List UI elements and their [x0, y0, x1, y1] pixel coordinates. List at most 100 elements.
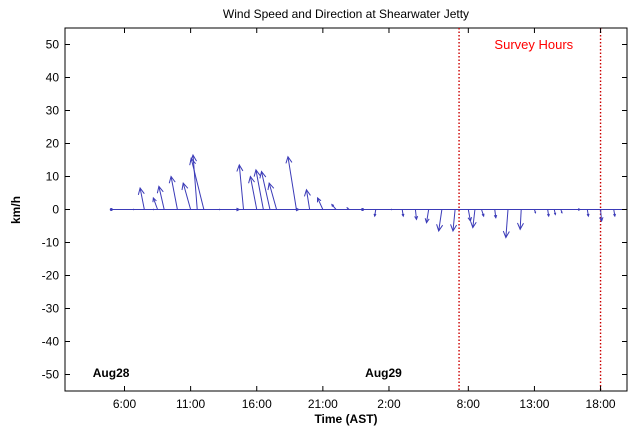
x-tick-label: 16:00 — [242, 397, 272, 411]
y-tick-label: -30 — [42, 302, 60, 316]
vector-shaft — [481, 209, 485, 217]
date-label-aug28: Aug28 — [93, 366, 130, 380]
wind-vector — [546, 209, 550, 218]
wind-vector — [401, 209, 405, 218]
vector-head — [390, 208, 394, 211]
vector-shaft — [170, 176, 178, 210]
wind-vector — [331, 203, 337, 210]
vector-shaft — [268, 182, 278, 210]
wind-vector — [361, 208, 365, 211]
vector-head — [267, 181, 275, 191]
wind-vector — [303, 188, 311, 210]
wind-vector — [346, 207, 350, 210]
vector-head — [316, 196, 322, 203]
wind-vector — [285, 155, 297, 210]
vector-head — [481, 213, 485, 218]
wind-vector — [267, 181, 278, 210]
wind-vector — [533, 209, 537, 214]
wind-vector — [109, 208, 114, 211]
vector-shaft — [494, 209, 497, 218]
wind-vector — [152, 196, 159, 210]
wind-vector — [481, 209, 485, 218]
wind-vector — [168, 175, 178, 210]
x-tick-label: 18:00 — [586, 397, 616, 411]
vector-shaft — [519, 209, 522, 230]
survey-hours-layer — [458, 28, 602, 391]
wind-vector — [131, 208, 136, 211]
vector-shaft — [238, 164, 245, 210]
x-tick-label: 11:00 — [176, 397, 205, 411]
y-tick-label: -10 — [42, 236, 60, 250]
wind-vector — [217, 208, 222, 211]
wind-vector — [493, 209, 498, 219]
vector-head — [181, 181, 189, 191]
vector-dot — [109, 208, 113, 211]
vector-head — [168, 175, 176, 184]
vector-head — [253, 168, 261, 177]
vector-head — [285, 155, 293, 164]
vector-shaft — [305, 189, 311, 210]
vector-head — [259, 170, 267, 179]
wind-vector — [248, 175, 258, 210]
wind-vector — [613, 209, 616, 218]
vector-shaft — [467, 209, 471, 222]
vector-head — [236, 163, 244, 172]
vector-head — [303, 188, 311, 197]
vector-head — [218, 208, 222, 211]
vector-dot — [361, 208, 365, 211]
wind-vector — [553, 209, 557, 216]
wind-vector — [467, 209, 473, 223]
vector-shaft — [139, 187, 145, 210]
wind-vector — [560, 209, 563, 214]
vector-shaft — [192, 155, 198, 210]
vector-head — [137, 186, 145, 195]
chart-title: Wind Speed and Direction at Shearwater J… — [223, 7, 469, 21]
vector-shaft — [152, 197, 159, 210]
vector-shaft — [414, 209, 417, 220]
vector-shaft — [190, 158, 205, 210]
vector-shaft — [505, 209, 509, 238]
wind-vector — [230, 207, 241, 212]
x-tick-label: 21:00 — [308, 397, 338, 411]
vector-head — [502, 230, 510, 239]
vector-shaft — [158, 186, 165, 210]
vector-head — [467, 216, 473, 223]
x-tick-label: 8:00 — [457, 397, 481, 411]
vector-shaft — [600, 209, 603, 222]
wind-vector — [259, 170, 271, 210]
wind-vector-layer — [109, 153, 627, 239]
vector-head — [152, 208, 156, 211]
wind-vector — [470, 209, 477, 229]
vector-head — [560, 211, 563, 214]
vector-head — [414, 215, 419, 221]
wind-vector — [574, 208, 582, 211]
vector-head — [346, 207, 349, 209]
wind-vector — [388, 208, 394, 211]
vector-head — [236, 207, 241, 212]
x-tick-label: 6:00 — [113, 397, 137, 411]
date-label-aug29: Aug29 — [365, 366, 402, 380]
vector-shaft — [255, 169, 264, 210]
vector-head — [156, 185, 164, 194]
vector-head — [248, 175, 255, 184]
vector-head — [450, 224, 458, 233]
x-axis-title: Time (AST) — [314, 412, 377, 426]
vector-head — [132, 208, 136, 211]
x-tick-label: 2:00 — [377, 397, 401, 411]
wind-vector — [316, 196, 324, 210]
wind-vector — [502, 209, 510, 239]
wind-vector — [236, 163, 245, 210]
wind-vector — [424, 209, 430, 224]
vector-shaft — [426, 209, 430, 223]
vector-head — [599, 217, 604, 223]
vector-shaft — [261, 171, 271, 210]
vector-shaft — [472, 209, 476, 228]
vector-shaft — [249, 176, 258, 210]
vector-shaft — [438, 209, 443, 232]
wind-vector — [150, 208, 156, 211]
wind-vector — [181, 181, 192, 210]
survey-hours-label: Survey Hours — [494, 37, 573, 52]
y-tick-label: 50 — [46, 38, 60, 52]
vector-head — [586, 213, 590, 218]
